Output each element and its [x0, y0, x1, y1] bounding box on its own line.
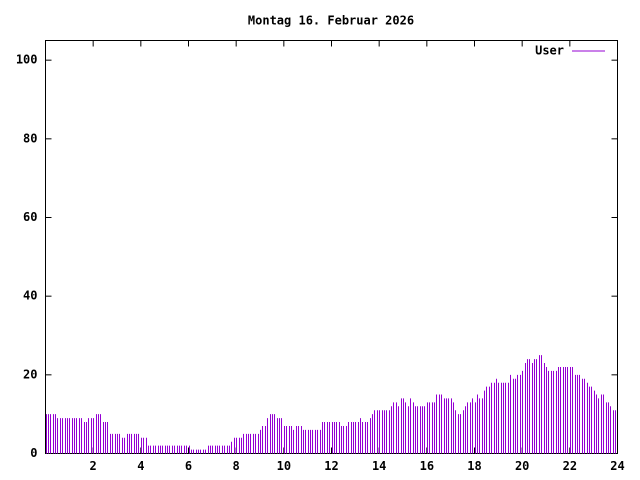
y-tick-label: 40 [23, 289, 37, 303]
y-tick-label: 0 [30, 446, 37, 460]
y-tick-label: 100 [16, 53, 38, 67]
x-tick-label: 18 [467, 459, 481, 473]
y-tick-label: 20 [23, 367, 37, 381]
chart-title: Montag 16. Februar 2026 [248, 14, 414, 28]
legend-label: User [535, 44, 564, 58]
x-tick-label: 4 [137, 459, 144, 473]
y-tick-label: 80 [23, 131, 37, 145]
x-tick-label: 8 [233, 459, 240, 473]
x-tick-label: 12 [324, 459, 338, 473]
x-tick-label: 10 [277, 459, 291, 473]
x-tick-label: 2 [90, 459, 97, 473]
x-tick-label: 24 [610, 459, 624, 473]
x-tick-label: 14 [372, 459, 386, 473]
x-tick-label: 22 [563, 459, 577, 473]
x-tick-label: 6 [185, 459, 192, 473]
x-tick-label: 20 [515, 459, 529, 473]
y-tick-label: 60 [23, 210, 37, 224]
x-tick-label: 16 [420, 459, 434, 473]
